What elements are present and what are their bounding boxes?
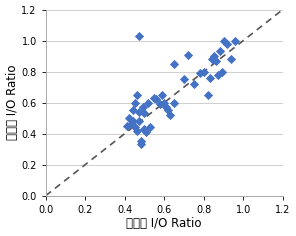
Point xyxy=(160,93,165,97)
Point xyxy=(154,98,159,101)
Point xyxy=(134,93,139,97)
Y-axis label: 측정된 I/O Ratio: 측정된 I/O Ratio xyxy=(6,65,19,140)
Point xyxy=(209,57,214,61)
Point xyxy=(126,116,131,120)
Point xyxy=(164,105,169,109)
Point xyxy=(229,57,234,61)
Point xyxy=(130,119,135,123)
Point xyxy=(140,105,145,109)
Point xyxy=(132,126,137,129)
Point xyxy=(197,71,202,75)
Point xyxy=(158,102,163,106)
X-axis label: 예측된 I/O Ratio: 예측된 I/O Ratio xyxy=(126,217,202,230)
Point xyxy=(211,54,216,58)
Point xyxy=(213,59,218,63)
Point xyxy=(166,109,170,112)
Point xyxy=(221,39,226,42)
Point xyxy=(182,77,186,81)
Point xyxy=(138,143,143,146)
Point xyxy=(172,101,176,105)
Point xyxy=(186,53,190,56)
Point xyxy=(207,76,212,80)
Point xyxy=(134,129,139,132)
Point xyxy=(205,93,210,97)
Point xyxy=(144,130,149,134)
Point xyxy=(172,62,176,66)
Point xyxy=(146,101,151,105)
Point xyxy=(138,139,143,143)
Point xyxy=(136,110,141,114)
Point xyxy=(219,70,224,73)
Point xyxy=(148,126,153,129)
Point xyxy=(130,109,135,112)
Point xyxy=(136,119,141,123)
Point xyxy=(142,112,147,115)
Point xyxy=(225,42,230,46)
Point xyxy=(132,101,137,105)
Point xyxy=(217,50,222,53)
Point xyxy=(201,70,206,73)
Point xyxy=(152,96,157,100)
Point xyxy=(168,113,173,117)
Point xyxy=(128,122,133,126)
Point xyxy=(136,34,141,38)
Point xyxy=(142,127,147,131)
Point xyxy=(192,82,196,86)
Point xyxy=(162,101,167,105)
Point xyxy=(215,73,220,76)
Point xyxy=(124,124,129,128)
Point xyxy=(233,39,238,42)
